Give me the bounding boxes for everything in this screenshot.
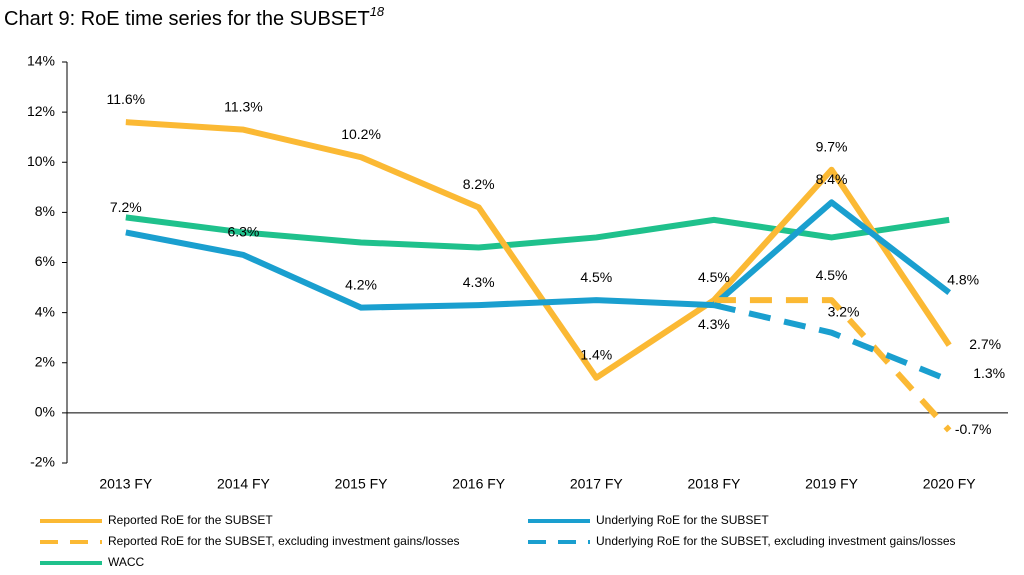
- y-tick-label: 4%: [35, 303, 55, 319]
- x-tick-label: 2013 FY: [99, 476, 153, 492]
- legend-label: Reported RoE for the SUBSET: [108, 513, 273, 527]
- data-label: 8.2%: [463, 176, 495, 192]
- y-tick-label: 10%: [27, 153, 55, 169]
- series-line: [713, 302, 951, 384]
- y-tick-label: 0%: [35, 404, 55, 420]
- y-tick-label: 14%: [27, 53, 55, 69]
- x-tick-label: 2018 FY: [687, 476, 741, 492]
- data-label: 4.2%: [345, 276, 377, 292]
- x-tick-label: 2017 FY: [570, 476, 624, 492]
- y-tick-label: 12%: [27, 103, 55, 119]
- data-label: 3.2%: [828, 303, 860, 319]
- y-tick-label: 8%: [35, 203, 55, 219]
- x-tick-label: 2020 FY: [923, 476, 977, 492]
- series-line: [125, 199, 952, 311]
- data-label: 4.5%: [816, 267, 848, 283]
- legend-label: Underlying RoE for the SUBSET, excluding…: [596, 534, 956, 548]
- data-label: 4.3%: [463, 274, 495, 290]
- data-label: 4.8%: [947, 271, 979, 287]
- y-tick-label: 6%: [35, 253, 55, 269]
- data-label: 1.4%: [580, 346, 612, 362]
- title-text: Chart 9: RoE time series for the SUBSET: [4, 8, 370, 30]
- x-tick-label: 2016 FY: [452, 476, 506, 492]
- data-label: 7.2%: [110, 199, 142, 215]
- chart-title: Chart 9: RoE time series for the SUBSET1…: [4, 4, 385, 30]
- data-label: 4.5%: [580, 269, 612, 285]
- data-label: 1.3%: [973, 365, 1005, 381]
- x-tick-label: 2015 FY: [335, 476, 389, 492]
- y-tick-label: -2%: [30, 454, 55, 470]
- data-label: 4.3%: [698, 316, 730, 332]
- legend-label: WACC: [108, 555, 145, 569]
- series-line: [713, 297, 952, 433]
- data-label: -0.7%: [955, 421, 992, 437]
- data-label: 11.3%: [224, 98, 263, 114]
- x-tick-label: 2019 FY: [805, 476, 859, 492]
- data-label: 9.7%: [816, 138, 848, 154]
- data-label: 11.6%: [106, 91, 145, 107]
- x-tick-label: 2014 FY: [217, 476, 271, 492]
- data-label: 4.5%: [698, 269, 730, 285]
- legend-label: Underlying RoE for the SUBSET: [596, 513, 769, 527]
- series-line: [125, 214, 950, 251]
- data-label: 8.4%: [816, 171, 848, 187]
- data-label: 6.3%: [227, 224, 259, 240]
- series-line: [125, 119, 952, 381]
- data-label: 10.2%: [341, 126, 381, 142]
- title-footnote: 18: [370, 4, 385, 19]
- legend-label: Reported RoE for the SUBSET, excluding i…: [108, 534, 460, 548]
- data-label: 2.7%: [969, 336, 1001, 352]
- y-tick-label: 2%: [35, 353, 55, 369]
